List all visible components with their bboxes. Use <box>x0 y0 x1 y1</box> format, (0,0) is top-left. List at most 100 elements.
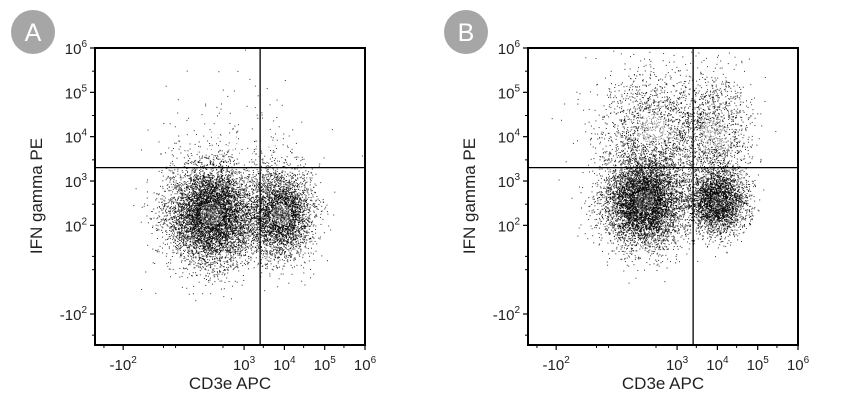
data-point <box>174 184 176 186</box>
data-point <box>166 224 168 226</box>
data-point <box>203 232 204 234</box>
data-point <box>224 181 226 183</box>
data-point <box>241 183 243 185</box>
data-point <box>213 212 215 214</box>
data-point <box>203 221 205 223</box>
data-point <box>223 261 225 263</box>
data-point <box>232 199 234 201</box>
data-point <box>247 229 249 231</box>
data-point <box>191 237 193 239</box>
data-point <box>217 195 219 197</box>
data-point <box>225 261 227 263</box>
data-point <box>204 263 206 265</box>
data-point <box>270 186 272 188</box>
data-point <box>201 191 203 193</box>
data-point <box>175 223 177 225</box>
data-point <box>227 244 228 245</box>
data-point <box>220 213 222 215</box>
data-point <box>190 238 192 240</box>
data-point <box>192 253 194 255</box>
data-point <box>192 293 194 295</box>
data-point <box>233 209 235 211</box>
data-point <box>158 170 160 172</box>
data-point <box>214 221 216 223</box>
data-point <box>195 300 197 302</box>
data-point <box>192 197 194 199</box>
data-point <box>206 207 208 209</box>
data-point <box>178 203 180 205</box>
data-point <box>191 275 192 277</box>
data-point <box>202 198 204 200</box>
data-point <box>178 210 180 212</box>
data-point <box>184 235 186 237</box>
data-point <box>183 268 185 270</box>
data-point <box>208 217 210 219</box>
data-point <box>223 221 225 222</box>
data-point <box>235 245 237 247</box>
data-point <box>236 199 238 201</box>
data-point <box>235 215 237 217</box>
data-point <box>209 205 211 207</box>
data-point <box>179 192 181 194</box>
data-point <box>220 168 222 170</box>
data-point <box>227 272 229 274</box>
data-point <box>193 200 195 202</box>
data-point <box>210 162 211 164</box>
data-point <box>237 233 239 235</box>
data-point <box>233 224 235 226</box>
data-point <box>248 198 250 199</box>
data-point <box>175 199 177 201</box>
data-point <box>226 219 228 220</box>
data-point <box>205 246 207 248</box>
data-point <box>260 262 262 264</box>
data-point <box>200 189 202 191</box>
data-point <box>179 182 181 183</box>
data-point <box>234 221 236 223</box>
data-point <box>212 222 214 224</box>
data-point <box>169 223 171 224</box>
data-point <box>185 241 187 243</box>
data-point <box>237 223 239 225</box>
data-point <box>226 199 228 201</box>
data-point <box>245 241 247 243</box>
data-point <box>224 217 226 219</box>
data-point <box>207 255 209 257</box>
data-point <box>192 272 194 274</box>
data-point <box>199 187 201 189</box>
data-point <box>189 236 191 238</box>
data-point <box>211 177 213 179</box>
data-point <box>171 198 173 200</box>
data-point <box>213 155 215 157</box>
data-point <box>243 239 245 241</box>
data-point <box>161 247 163 249</box>
data-point <box>211 215 213 217</box>
data-point <box>271 236 273 238</box>
data-point <box>216 232 218 234</box>
data-point <box>173 226 174 228</box>
data-point <box>161 201 163 203</box>
data-point <box>193 256 195 258</box>
data-point <box>223 196 225 198</box>
data-point <box>229 238 231 239</box>
data-point <box>250 206 252 208</box>
data-point <box>206 221 208 222</box>
data-point <box>215 216 217 218</box>
data-point <box>146 197 148 199</box>
data-point <box>203 218 205 220</box>
data-point <box>211 217 212 219</box>
data-point <box>213 205 215 207</box>
data-point <box>180 193 182 195</box>
data-point <box>213 182 214 184</box>
data-point <box>258 246 260 248</box>
data-point <box>235 169 237 171</box>
data-point <box>182 189 184 191</box>
data-point <box>203 213 205 215</box>
data-point <box>234 248 236 250</box>
data-point <box>168 210 169 212</box>
data-point <box>187 236 189 237</box>
data-point <box>186 194 188 196</box>
data-point <box>193 212 195 214</box>
data-point <box>232 194 234 196</box>
data-point <box>218 212 220 214</box>
data-point <box>168 247 170 249</box>
